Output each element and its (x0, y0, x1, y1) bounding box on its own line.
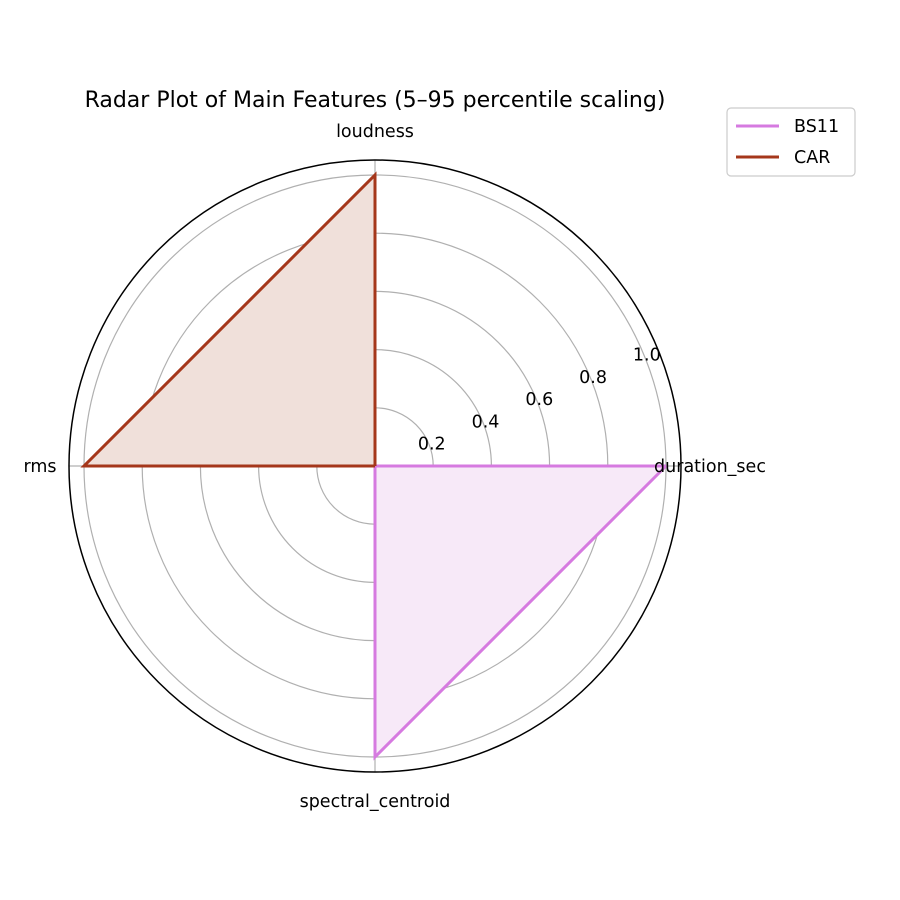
radial-tick-label: 1.0 (633, 346, 661, 366)
outer-frame (68, 159, 682, 773)
legend: BS11 CAR (726, 107, 856, 177)
axis-label-duration-sec: duration_sec (654, 457, 766, 477)
radial-tick-label: 0.4 (472, 412, 500, 432)
chart-title: Radar Plot of Main Features (5–95 percen… (85, 88, 666, 113)
radial-tick-label: 0.2 (418, 435, 446, 455)
radial-tick-labels: 0.2 0.4 0.6 0.8 1.0 (418, 346, 661, 455)
data-series (80, 171, 668, 761)
axis-label-loudness: loudness (336, 122, 414, 142)
radial-tick-label: 0.6 (525, 390, 553, 410)
axis-label-spectral-centroid: spectral_centroid (300, 792, 451, 812)
legend-label-bs11: BS11 (794, 117, 839, 137)
series-line-bs11 (373, 464, 668, 761)
axis-label-rms: rms (23, 457, 56, 477)
axis-labels: duration_sec loudness rms spectral_centroid (23, 122, 765, 812)
series-line-car (80, 171, 377, 468)
legend-label-car: CAR (794, 148, 830, 168)
radial-tick-label: 0.8 (579, 368, 607, 388)
